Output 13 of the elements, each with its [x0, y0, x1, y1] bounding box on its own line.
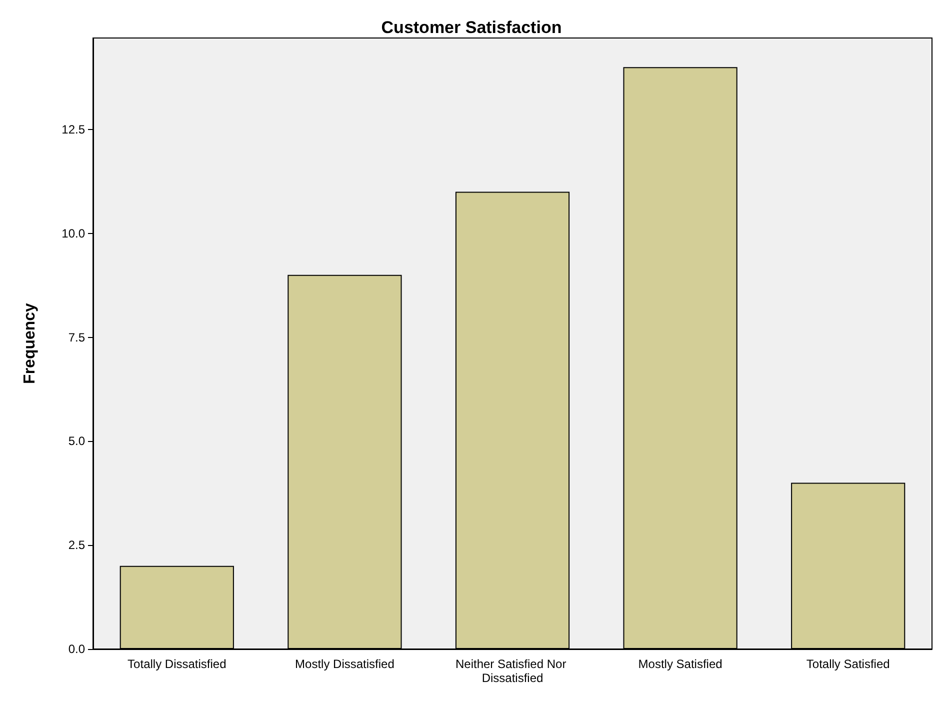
- x-tick-label: Mostly Dissatisfied: [295, 657, 394, 671]
- x-tick-label: Neither Satisfied Nor Dissatisfied: [455, 657, 570, 685]
- y-tick-label: 2.5: [68, 538, 86, 552]
- y-tick-label: 12.5: [62, 122, 86, 136]
- y-tick-label: 5.0: [68, 434, 86, 448]
- x-tick-label: Totally Dissatisfied: [128, 657, 226, 671]
- y-axis-title: Frequency: [22, 302, 38, 384]
- x-tick-label: Totally Satisfied: [806, 657, 890, 671]
- y-tick-label: 0.0: [68, 642, 86, 656]
- x-tick-label: Mostly Satisfied: [638, 657, 722, 671]
- y-tick-label: 7.5: [68, 330, 86, 344]
- chart-title: Customer Satisfaction: [381, 18, 562, 37]
- y-tick-label: 10.0: [62, 226, 86, 240]
